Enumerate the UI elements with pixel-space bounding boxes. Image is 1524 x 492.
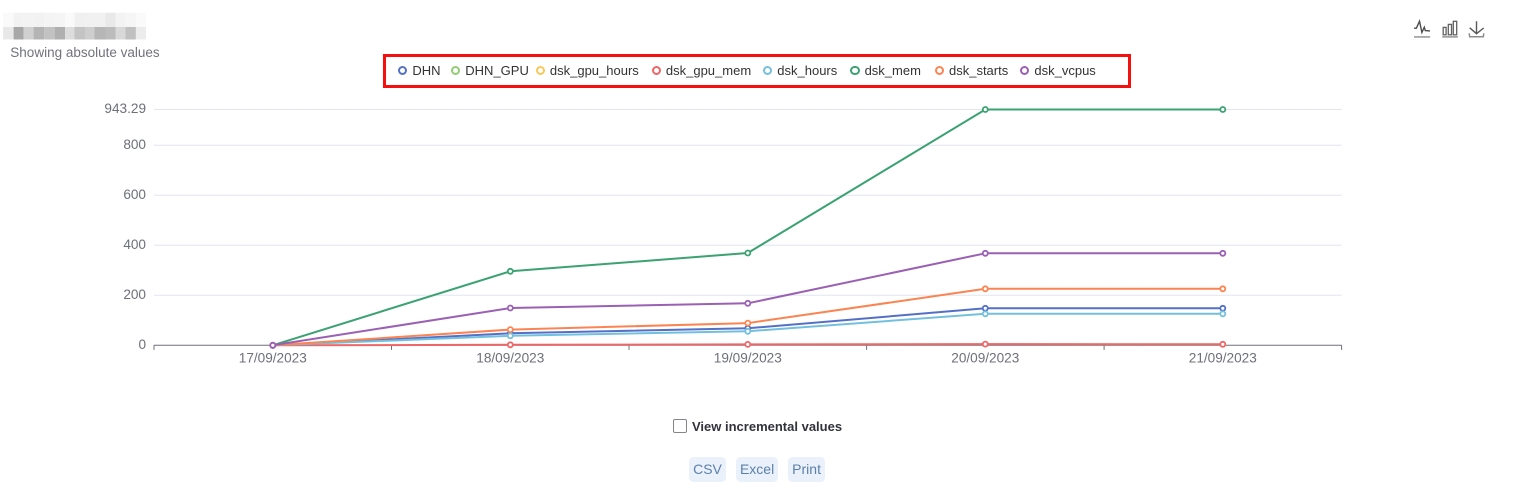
svg-text:200: 200 [123,287,146,302]
svg-text:21/09/2023: 21/09/2023 [1189,350,1257,365]
svg-text:18/09/2023: 18/09/2023 [476,350,544,365]
svg-text:943.29: 943.29 [104,101,146,116]
svg-text:20/09/2023: 20/09/2023 [951,350,1019,365]
svg-text:0: 0 [138,337,146,352]
svg-text:400: 400 [123,237,146,252]
svg-text:17/09/2023: 17/09/2023 [239,350,307,365]
svg-text:600: 600 [123,187,146,202]
svg-text:19/09/2023: 19/09/2023 [714,350,782,365]
svg-text:800: 800 [123,137,146,152]
